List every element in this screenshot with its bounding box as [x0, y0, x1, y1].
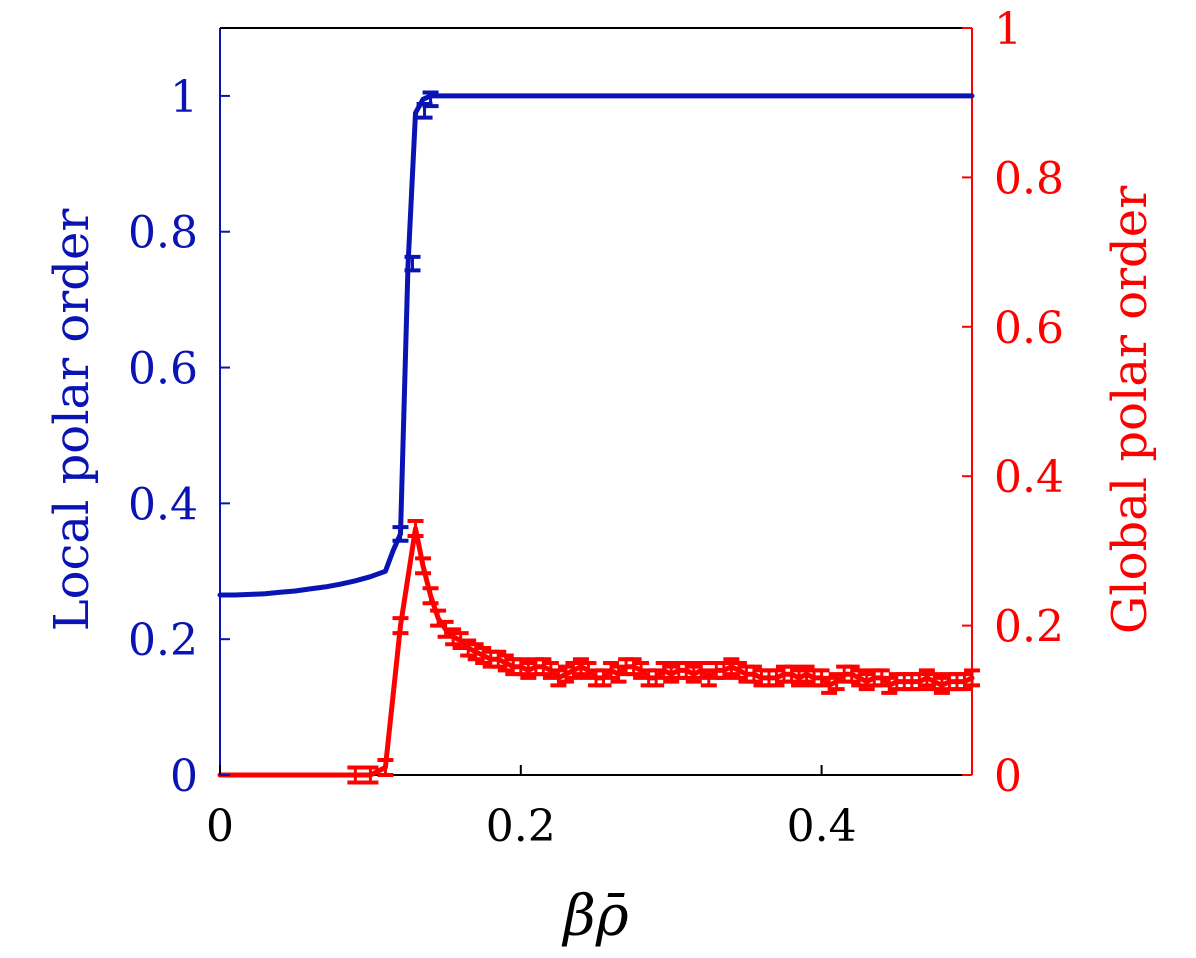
x-tick-label: 0.4	[787, 801, 857, 852]
right-series-line	[217, 526, 975, 778]
x-tick-label: 0	[206, 801, 234, 852]
y-left-tick-label: 0.2	[128, 615, 198, 666]
tick-layer: 0 0.2 0.4 0 0.2 0.4 0.6 0.8 1 0 0.2 0.4 0.6 0.8 1	[128, 4, 1064, 852]
y-left-tick-label: 0	[170, 751, 198, 802]
y-right-tick-label: 0.4	[994, 452, 1064, 503]
y-right-tick-label: 0.8	[994, 153, 1064, 204]
y-axis-left-title: Local polar order	[44, 209, 100, 632]
y-right-tick-label: 1	[994, 4, 1022, 55]
x-axis-title: βρ̄	[561, 884, 628, 949]
y-left-tick-label: 0.6	[128, 344, 198, 395]
y-right-tick-label: 0.2	[994, 602, 1064, 653]
y-left-tick-label: 1	[170, 72, 198, 123]
left-series-line	[217, 93, 975, 598]
x-tick-label: 0.2	[486, 801, 556, 852]
y-right-tick-label: 0	[994, 751, 1022, 802]
y-left-tick-label: 0.4	[128, 479, 198, 530]
y-left-tick-label: 0.8	[128, 208, 198, 259]
y-right-tick-label: 0.6	[994, 303, 1064, 354]
y-axis-right-title: Global polar order	[1102, 186, 1158, 634]
series-layer	[217, 90, 980, 785]
